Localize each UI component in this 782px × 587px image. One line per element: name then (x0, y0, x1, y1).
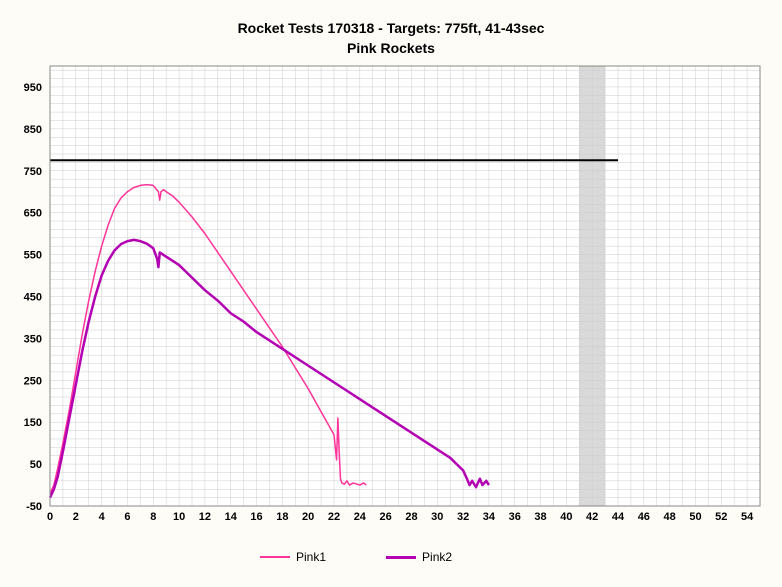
svg-text:950: 950 (24, 82, 42, 94)
svg-text:54: 54 (741, 511, 754, 523)
chart-container: Rocket Tests 170318 - Targets: 775ft, 41… (0, 0, 782, 587)
svg-text:18: 18 (276, 511, 288, 523)
legend-item-pink2: Pink2 (386, 550, 452, 564)
svg-text:0: 0 (47, 511, 53, 523)
svg-text:36: 36 (509, 511, 521, 523)
svg-text:24: 24 (354, 511, 367, 523)
svg-text:650: 650 (24, 208, 42, 220)
svg-text:-50: -50 (26, 501, 42, 513)
svg-text:150: 150 (24, 417, 42, 429)
svg-text:12: 12 (199, 511, 211, 523)
svg-text:750: 750 (24, 166, 42, 178)
svg-text:32: 32 (457, 511, 469, 523)
legend-label: Pink2 (422, 550, 452, 564)
svg-text:30: 30 (431, 511, 443, 523)
svg-text:40: 40 (560, 511, 572, 523)
svg-text:34: 34 (483, 511, 496, 523)
legend: Pink1 Pink2 (260, 550, 452, 564)
svg-text:22: 22 (328, 511, 340, 523)
svg-text:42: 42 (586, 511, 598, 523)
svg-text:38: 38 (534, 511, 546, 523)
svg-text:850: 850 (24, 124, 42, 136)
svg-text:450: 450 (24, 291, 42, 303)
svg-text:20: 20 (302, 511, 314, 523)
svg-text:50: 50 (689, 511, 701, 523)
legend-item-pink1: Pink1 (260, 550, 326, 564)
svg-text:16: 16 (250, 511, 262, 523)
svg-text:50: 50 (30, 459, 42, 471)
svg-text:14: 14 (225, 511, 238, 523)
svg-text:48: 48 (664, 511, 676, 523)
svg-text:250: 250 (24, 375, 42, 387)
svg-text:4: 4 (99, 511, 106, 523)
svg-text:550: 550 (24, 250, 42, 262)
svg-text:44: 44 (612, 511, 625, 523)
legend-swatch-pink1 (260, 556, 290, 558)
svg-text:46: 46 (638, 511, 650, 523)
svg-text:26: 26 (380, 511, 392, 523)
svg-text:6: 6 (124, 511, 130, 523)
svg-text:8: 8 (150, 511, 156, 523)
svg-text:10: 10 (173, 511, 185, 523)
svg-text:28: 28 (405, 511, 417, 523)
legend-label: Pink1 (296, 550, 326, 564)
legend-swatch-pink2 (386, 556, 416, 559)
chart-plot: -505015025035045055065075085095002468101… (0, 0, 782, 587)
svg-text:52: 52 (715, 511, 727, 523)
svg-text:350: 350 (24, 333, 42, 345)
svg-text:2: 2 (73, 511, 79, 523)
